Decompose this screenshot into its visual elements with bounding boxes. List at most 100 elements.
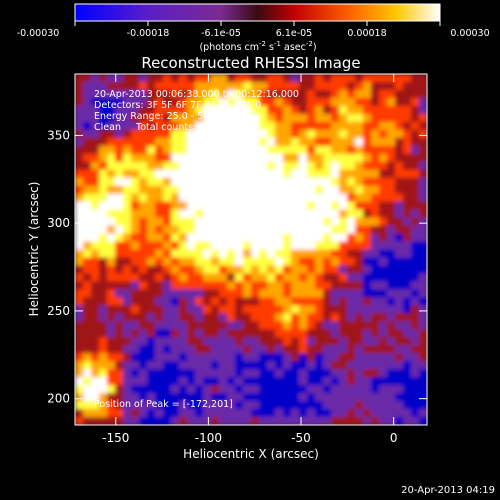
image-pixel bbox=[171, 201, 180, 211]
image-pixel bbox=[403, 281, 412, 290]
image-pixel bbox=[147, 249, 156, 259]
image-pixel bbox=[139, 233, 148, 243]
image-pixel bbox=[403, 417, 412, 425]
image-pixel bbox=[163, 137, 172, 147]
image-pixel bbox=[195, 353, 204, 362]
image-pixel bbox=[331, 289, 340, 298]
image-pixel bbox=[83, 177, 92, 187]
image-pixel bbox=[171, 241, 180, 251]
image-pixel bbox=[139, 321, 148, 330]
image-pixel bbox=[387, 417, 396, 425]
image-pixel bbox=[355, 209, 364, 219]
image-pixel bbox=[363, 113, 372, 123]
image-pixel bbox=[123, 409, 132, 418]
image-pixel bbox=[171, 169, 180, 179]
y-tick-label: 200 bbox=[47, 392, 70, 406]
image-pixel bbox=[259, 90, 268, 99]
image-pixel bbox=[299, 129, 308, 139]
image-pixel bbox=[139, 393, 148, 402]
image-pixel bbox=[99, 321, 108, 330]
image-pixel bbox=[403, 209, 412, 219]
image-pixel bbox=[291, 361, 300, 370]
image-pixel bbox=[83, 401, 92, 410]
image-pixel bbox=[91, 257, 100, 267]
image-pixel bbox=[355, 169, 364, 179]
image-pixel bbox=[155, 401, 164, 410]
image-pixel bbox=[283, 201, 292, 211]
image-pixel bbox=[75, 185, 84, 195]
x-tick-label: -50 bbox=[291, 431, 311, 445]
image-pixel bbox=[115, 321, 124, 330]
image-pixel bbox=[387, 377, 396, 386]
image-pixel bbox=[243, 233, 252, 243]
image-pixel bbox=[275, 313, 284, 322]
image-pixel bbox=[147, 201, 156, 211]
image-pixel bbox=[403, 249, 412, 259]
image-pixel bbox=[251, 337, 260, 346]
image-pixel bbox=[107, 201, 116, 211]
image-pixel bbox=[283, 161, 292, 171]
image-pixel bbox=[243, 281, 252, 290]
image-pixel bbox=[403, 97, 412, 107]
image-pixel bbox=[123, 321, 132, 330]
image-pixel bbox=[203, 129, 212, 139]
image-pixel bbox=[355, 377, 364, 386]
image-pixel bbox=[115, 153, 124, 163]
image-pixel bbox=[235, 249, 244, 259]
image-pixel bbox=[403, 385, 412, 394]
image-pixel bbox=[267, 74, 276, 83]
image-pixel bbox=[259, 241, 268, 251]
image-pixel bbox=[91, 97, 100, 107]
image-pixel bbox=[419, 305, 427, 314]
image-pixel bbox=[275, 249, 284, 259]
image-pixel bbox=[107, 153, 116, 163]
image-pixel bbox=[283, 265, 292, 275]
image-pixel bbox=[187, 289, 196, 298]
image-pixel bbox=[355, 185, 364, 195]
image-pixel bbox=[179, 209, 188, 219]
image-pixel bbox=[259, 225, 268, 235]
image-pixel bbox=[235, 401, 244, 410]
image-pixel bbox=[99, 97, 108, 107]
image-pixel bbox=[211, 193, 220, 203]
image-pixel bbox=[395, 369, 404, 378]
image-pixel bbox=[155, 369, 164, 378]
image-pixel bbox=[91, 337, 100, 346]
image-pixel bbox=[139, 105, 148, 115]
image-pixel bbox=[107, 185, 116, 195]
image-pixel bbox=[203, 74, 212, 83]
image-pixel bbox=[411, 249, 420, 259]
image-pixel bbox=[211, 337, 220, 346]
image-pixel bbox=[363, 90, 372, 99]
image-pixel bbox=[267, 305, 276, 314]
image-pixel bbox=[243, 353, 252, 362]
image-pixel bbox=[179, 297, 188, 306]
image-pixel bbox=[83, 225, 92, 235]
image-pixel bbox=[83, 217, 92, 227]
image-pixel bbox=[203, 185, 212, 195]
image-pixel bbox=[187, 393, 196, 402]
image-pixel bbox=[395, 137, 404, 147]
image-pixel bbox=[203, 121, 212, 131]
image-pixel bbox=[83, 257, 92, 267]
image-pixel bbox=[227, 161, 236, 171]
image-pixel bbox=[115, 353, 124, 362]
image-pixel bbox=[211, 377, 220, 386]
image-pixel bbox=[355, 401, 364, 410]
image-pixel bbox=[395, 161, 404, 171]
image-pixel bbox=[131, 233, 140, 243]
image-pixel bbox=[371, 90, 380, 99]
image-pixel bbox=[371, 169, 380, 179]
image-pixel bbox=[275, 409, 284, 418]
image-pixel bbox=[243, 74, 252, 83]
image-pixel bbox=[403, 265, 412, 275]
image-pixel bbox=[219, 417, 228, 425]
image-pixel bbox=[235, 369, 244, 378]
image-pixel bbox=[307, 225, 316, 235]
image-pixel bbox=[243, 177, 252, 187]
image-pixel bbox=[411, 225, 420, 235]
image-pixel bbox=[347, 385, 356, 394]
image-pixel bbox=[251, 105, 260, 115]
image-pixel bbox=[83, 129, 92, 139]
image-pixel bbox=[203, 105, 212, 115]
